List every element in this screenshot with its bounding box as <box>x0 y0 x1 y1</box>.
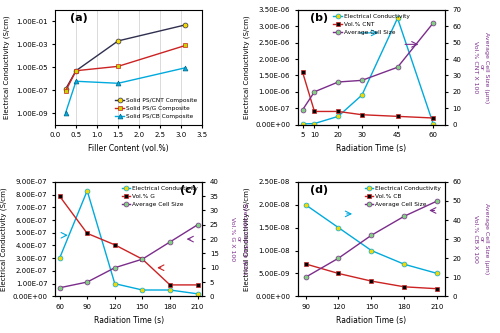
Average Cell Size <box>194 223 200 227</box>
Line: Vol.% CB: Vol.% CB <box>303 261 440 291</box>
Legend: Electrical Conductivity, Vol.% G, Average Cell Size: Electrical Conductivity, Vol.% G, Averag… <box>120 185 200 208</box>
Line: Average Cell Size: Average Cell Size <box>300 21 436 112</box>
Electrical Conductivity <box>430 122 436 126</box>
Average Cell Size <box>402 214 407 218</box>
Electrical Conductivity <box>402 262 407 266</box>
Average Cell Size <box>302 275 308 279</box>
Vol.% G <box>84 231 90 235</box>
Y-axis label: Average Cell Size (μm)
or
Vol.% CNT X 100: Average Cell Size (μm) or Vol.% CNT X 10… <box>473 32 490 103</box>
Vol.% CNT <box>359 113 365 117</box>
Average Cell Size <box>167 240 173 244</box>
Line: Vol.% G: Vol.% G <box>57 194 200 287</box>
Vol.% G <box>56 194 62 198</box>
Vol.% CNT <box>312 110 318 114</box>
Vol.% CNT <box>335 110 341 114</box>
Electrical Conductivity <box>434 271 440 275</box>
Line: Average Cell Size: Average Cell Size <box>57 222 200 290</box>
Vol.% CB <box>336 271 342 275</box>
Average Cell Size <box>368 233 374 237</box>
Electrical Conductivity <box>194 292 200 296</box>
Text: (b): (b) <box>310 13 328 23</box>
Average Cell Size <box>359 78 365 82</box>
Average Cell Size <box>84 280 90 284</box>
Average Cell Size <box>112 266 118 270</box>
Line: Electrical Conductivity: Electrical Conductivity <box>57 188 200 296</box>
Y-axis label: Electrical Conductivity (S/cm): Electrical Conductivity (S/cm) <box>243 187 250 291</box>
Vol.% G <box>140 257 145 261</box>
Solid PS/G Composite <box>182 44 188 48</box>
Average Cell Size <box>300 108 306 112</box>
Vol.% CNT <box>430 116 436 120</box>
Legend: Solid PS/CNT Composite, Solid PS/G Composite, Solid PS/CB Composite: Solid PS/CNT Composite, Solid PS/G Compo… <box>113 96 200 122</box>
Vol.% G <box>112 243 118 247</box>
Solid PS/CB Composite <box>62 111 68 115</box>
Solid PS/CB Composite <box>182 66 188 70</box>
Y-axis label: Average Cell Size (μm)
or
Vol.% CB X 100: Average Cell Size (μm) or Vol.% CB X 100 <box>473 203 490 275</box>
Electrical Conductivity <box>302 203 308 207</box>
Line: Solid PS/G Composite: Solid PS/G Composite <box>63 43 188 94</box>
Solid PS/G Composite <box>62 89 68 93</box>
Electrical Conductivity <box>312 122 318 126</box>
Average Cell Size <box>394 65 400 69</box>
Vol.% G <box>194 283 200 287</box>
Vol.% G <box>167 283 173 287</box>
X-axis label: Radiation Time (s): Radiation Time (s) <box>336 316 406 325</box>
Electrical Conductivity <box>167 288 173 292</box>
Text: (a): (a) <box>70 13 87 23</box>
Electrical Conductivity <box>140 288 145 292</box>
Vol.% CB <box>434 287 440 291</box>
Electrical Conductivity <box>368 248 374 252</box>
Text: (c): (c) <box>180 185 197 195</box>
Electrical Conductivity <box>84 189 90 193</box>
Legend: Electrical Conductivity, Vol.% CNT, Average Cell Size: Electrical Conductivity, Vol.% CNT, Aver… <box>332 13 411 36</box>
Y-axis label: Electrical Conductivity (S/cm): Electrical Conductivity (S/cm) <box>0 187 7 291</box>
Line: Solid PS/CNT Composite: Solid PS/CNT Composite <box>63 22 188 92</box>
Solid PS/CNT Composite <box>182 23 188 27</box>
Line: Electrical Conductivity: Electrical Conductivity <box>303 202 440 276</box>
X-axis label: Radiation Time (s): Radiation Time (s) <box>336 144 406 153</box>
Y-axis label: Electrical Conductivity (S/cm): Electrical Conductivity (S/cm) <box>4 15 10 119</box>
X-axis label: Filler Content (vol.%): Filler Content (vol.%) <box>88 144 169 153</box>
Average Cell Size <box>312 90 318 94</box>
Electrical Conductivity <box>336 226 342 230</box>
Text: (d): (d) <box>310 185 328 195</box>
Vol.% CNT <box>300 70 306 74</box>
Electrical Conductivity <box>359 93 365 97</box>
Vol.% CB <box>368 279 374 283</box>
Solid PS/CNT Composite <box>62 87 68 91</box>
Line: Electrical Conductivity: Electrical Conductivity <box>300 16 436 126</box>
Electrical Conductivity <box>335 114 341 118</box>
Solid PS/CB Composite <box>115 81 121 85</box>
Average Cell Size <box>335 80 341 84</box>
Average Cell Size <box>430 21 436 25</box>
Solid PS/CB Composite <box>73 79 79 83</box>
Average Cell Size <box>336 256 342 260</box>
Vol.% CB <box>302 262 308 266</box>
Vol.% CB <box>402 285 407 289</box>
Vol.% CNT <box>394 114 400 118</box>
Solid PS/CNT Composite <box>73 69 79 73</box>
Average Cell Size <box>434 199 440 203</box>
Electrical Conductivity <box>56 256 62 260</box>
Electrical Conductivity <box>300 122 306 126</box>
Solid PS/G Composite <box>73 69 79 73</box>
Line: Vol.% CNT: Vol.% CNT <box>300 70 436 121</box>
Solid PS/CNT Composite <box>115 39 121 43</box>
Line: Solid PS/CB Composite: Solid PS/CB Composite <box>63 65 188 116</box>
Electrical Conductivity <box>112 282 118 286</box>
Average Cell Size <box>140 257 145 261</box>
Solid PS/G Composite <box>115 64 121 68</box>
Electrical Conductivity <box>394 16 400 20</box>
Legend: Electrical Conductivity, Vol.% CB, Average Cell Size: Electrical Conductivity, Vol.% CB, Avera… <box>364 185 442 208</box>
Y-axis label: Electrical Conductivity (S/cm): Electrical Conductivity (S/cm) <box>243 15 250 119</box>
Y-axis label: Average Cell Size (μm)
or
Vol.% G X 100: Average Cell Size (μm) or Vol.% G X 100 <box>230 203 246 275</box>
Line: Average Cell Size: Average Cell Size <box>303 198 440 280</box>
Average Cell Size <box>56 286 62 290</box>
X-axis label: Radiation Time (s): Radiation Time (s) <box>94 316 164 325</box>
